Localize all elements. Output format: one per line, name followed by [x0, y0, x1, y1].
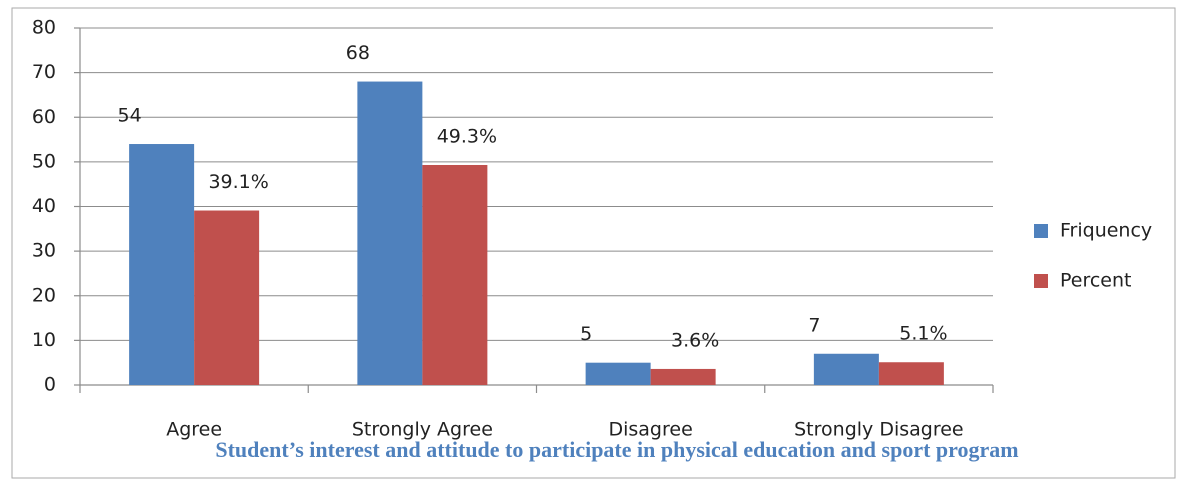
legend-swatch	[1034, 224, 1048, 238]
data-label: 5	[580, 323, 592, 345]
chart-title: Student’s interest and attitude to parti…	[215, 437, 1018, 462]
bar	[129, 144, 195, 385]
legend-label: Percent	[1060, 270, 1132, 292]
data-label: 5.1%	[899, 323, 947, 345]
y-tick-label: 20	[32, 284, 56, 306]
y-tick-label: 30	[32, 240, 56, 262]
x-tick-label: Strongly Agree	[352, 419, 493, 441]
bar	[878, 362, 944, 385]
y-tick-label: 70	[32, 61, 56, 83]
bar	[422, 164, 488, 385]
y-tick-label: 60	[32, 106, 56, 128]
bar	[585, 362, 651, 385]
data-label: 7	[808, 314, 820, 336]
data-label: 54	[118, 105, 142, 127]
frame	[11, 7, 1176, 479]
y-tick-label: 40	[32, 195, 56, 217]
y-tick-label: 10	[32, 329, 56, 351]
x-tick-label: Agree	[166, 419, 222, 441]
bar	[813, 353, 879, 385]
legend-swatch	[1034, 274, 1048, 288]
bar	[650, 368, 716, 385]
legend-label: Friquency	[1060, 220, 1152, 242]
data-label: 49.3%	[437, 125, 497, 147]
y-tick-label: 50	[32, 150, 56, 172]
x-tick-label: Disagree	[608, 419, 692, 441]
x-tick-label: Strongly Disagree	[794, 419, 963, 441]
data-label: 68	[346, 42, 370, 64]
bar	[357, 81, 423, 386]
data-label: 3.6%	[671, 329, 719, 351]
bar	[194, 210, 260, 385]
y-tick-label: 80	[32, 17, 56, 39]
data-label: 39.1%	[208, 171, 268, 193]
y-tick-label: 0	[44, 374, 56, 396]
